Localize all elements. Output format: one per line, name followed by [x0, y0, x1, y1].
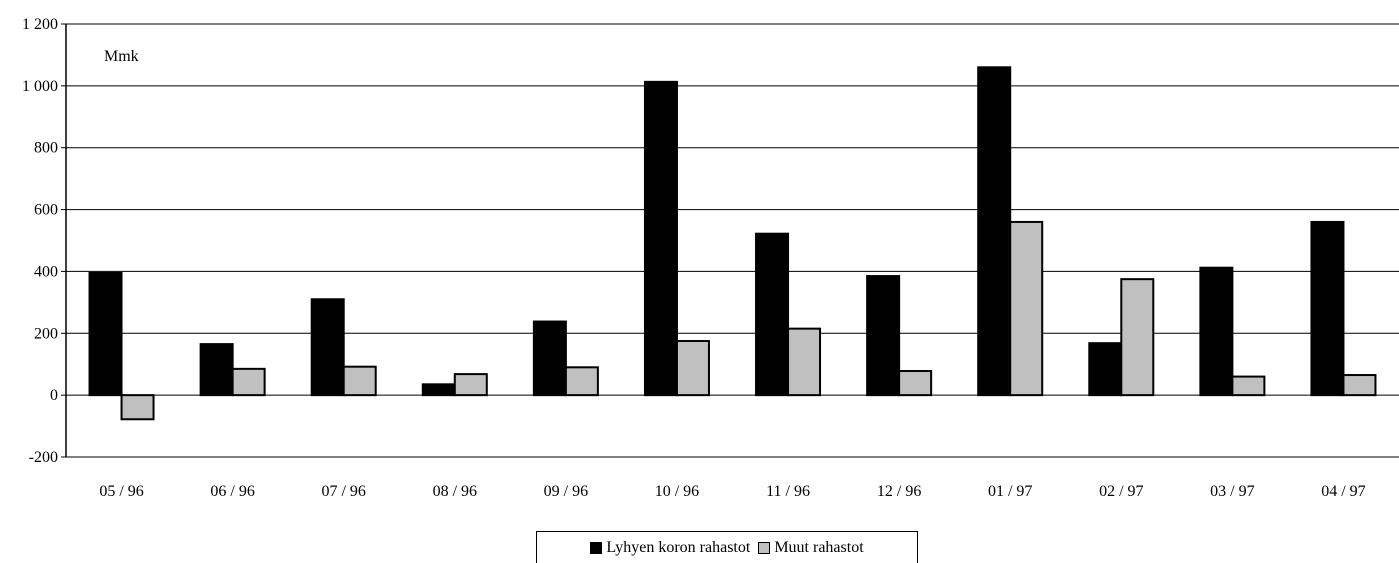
bar-series-2: [675, 340, 710, 397]
bar-series-1: [755, 232, 790, 397]
bar-series-2: [898, 370, 933, 397]
y-tick-label: 1 200: [22, 16, 58, 33]
gridlines: [66, 23, 1399, 458]
x-tick-label: 01 / 97: [988, 483, 1032, 500]
bar-series-2: [787, 327, 822, 397]
y-tick-label: 600: [34, 202, 58, 219]
bar-series-2: [1231, 375, 1266, 397]
bar-series-1: [421, 383, 456, 397]
x-tick-label: 05 / 96: [99, 483, 143, 500]
x-tick-label: 07 / 96: [321, 483, 365, 500]
bars: [88, 66, 1377, 421]
bar-series-2: [120, 394, 155, 421]
bar-series-1: [1199, 266, 1234, 397]
x-tick-label: 03 / 97: [1210, 483, 1254, 500]
bar-series-1: [866, 275, 901, 397]
bar-series-2: [1120, 278, 1155, 397]
bar-series-1: [310, 298, 345, 397]
bar-series-1: [1310, 220, 1345, 397]
x-tick-label: 12 / 96: [877, 483, 921, 500]
y-axis: -200 0 200 400 600 800 1 000 1 200: [22, 16, 67, 466]
y-tick-label: 1 000: [22, 78, 58, 95]
y-tick-label: 0: [50, 387, 58, 404]
x-tick-label: 10 / 96: [655, 483, 699, 500]
bar-series-2: [453, 373, 488, 397]
bar-series-1: [977, 66, 1012, 397]
x-tick-label: 06 / 96: [210, 483, 254, 500]
y-tick-label: 200: [34, 325, 58, 342]
bar-series-2: [1009, 220, 1044, 397]
y-tick-label: 400: [34, 263, 58, 280]
bar-series-1: [199, 343, 234, 397]
unit-label: Mmk: [104, 48, 139, 65]
y-tick-label: -200: [29, 449, 58, 466]
bar-series-2: [1342, 374, 1377, 397]
legend-item-series-1: Lyhyen koron rahastot: [590, 539, 750, 557]
y-tick-label: 800: [34, 140, 58, 157]
bar-series-1: [532, 320, 567, 397]
x-tick-label: 11 / 96: [766, 483, 810, 500]
x-tick-label: 02 / 97: [1099, 483, 1143, 500]
x-tick-label: 09 / 96: [544, 483, 588, 500]
x-tick-label: 08 / 96: [433, 483, 477, 500]
bar-chart: -200 0 200 400 600 800 1 000 1 200 05 / 96 06 / …: [22, 16, 1399, 500]
legend-item-series-2: Muut rahastot: [758, 538, 864, 557]
bar-series-2: [564, 366, 599, 397]
bar-series-1: [1088, 342, 1123, 397]
x-tick-label: 04 / 97: [1321, 483, 1365, 500]
bar-series-2: [342, 365, 377, 397]
bar-series-1: [88, 271, 123, 397]
legend: Lyhyen koron rahastot Muut rahastot: [536, 531, 918, 563]
legend-label-series-1: Lyhyen koron rahastot: [606, 538, 751, 556]
legend-label-series-2: Muut rahastot: [774, 538, 864, 556]
bar-series-2: [231, 367, 266, 397]
legend-swatch-series-2: [758, 541, 771, 554]
bar-series-1: [643, 80, 678, 397]
x-axis-labels: 05 / 96 06 / 96 07 / 96 08 / 96 09 / 96 10 / …: [99, 483, 1365, 500]
legend-swatch-series-1: [590, 541, 603, 554]
